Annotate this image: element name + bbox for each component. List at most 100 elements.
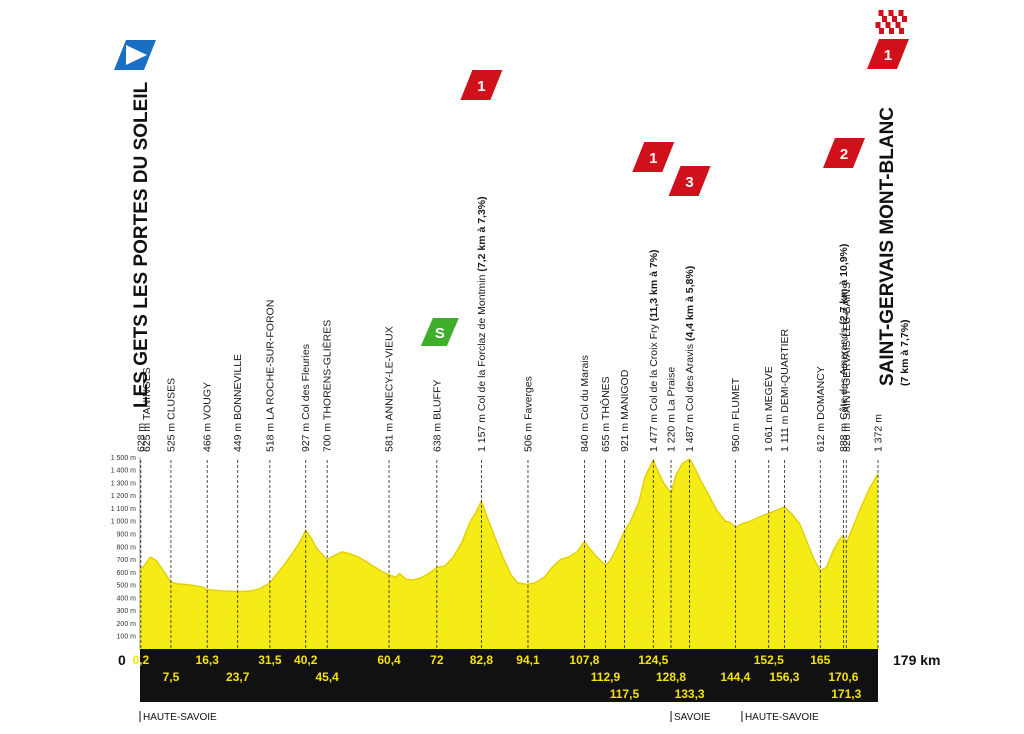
location-altitude: 950 m <box>730 420 742 452</box>
towns: LES GETS LES PORTES DU SOLEIL SAINT-GERV… <box>131 81 911 408</box>
km-label: 152,5 <box>754 653 784 667</box>
location-label: 625 m TANINGES <box>141 367 153 452</box>
location-name: Col des Fleuries <box>300 344 312 420</box>
checker-cell <box>885 22 891 28</box>
km-band-background <box>140 649 878 702</box>
location-altitude: 449 m <box>232 420 244 452</box>
km-label: 23,7 <box>226 670 250 684</box>
location-altitude: 700 m <box>322 420 334 452</box>
location-label: 1 111 m DEMI-QUARTIER <box>779 328 791 452</box>
y-axis: 100 m 200 m 300 m 400 m 500 m 600 m 700 m 800 m… <box>111 455 141 649</box>
km-label: 16,3 <box>196 653 220 667</box>
y-tick-label: 1 300 m <box>111 480 136 487</box>
finish-climb-info: (7 km à 7,7%) <box>899 319 911 386</box>
location-altitude: 525 m <box>165 420 177 452</box>
location-label: 927 m Col des Fleuries <box>300 344 312 452</box>
climb-category-badge <box>668 166 711 196</box>
location-altitude: 628 m <box>135 423 147 452</box>
location-name: VOUGY <box>202 382 214 420</box>
location-altitude: 581 m <box>384 420 396 452</box>
location-label: 840 m Col du Marais <box>579 355 591 452</box>
climb-info: (2,7 km à 10,9%) <box>838 244 850 328</box>
location-altitude: 1 220 m <box>666 411 678 452</box>
location-label: 826 m SAINT-GERVAIS-LES-BAINS <box>841 282 853 452</box>
km-label: 112,9 <box>591 670 621 684</box>
km-label: 107,8 <box>569 653 599 667</box>
climb-category-badge <box>823 138 865 168</box>
checker-cell <box>882 16 887 22</box>
profile-layer <box>139 458 879 649</box>
checker-cell <box>889 28 894 34</box>
location-name: THORENS-GLIÈRES <box>321 320 334 420</box>
km-label: 82,8 <box>470 653 494 667</box>
checker-cell <box>895 22 901 28</box>
checker-cell <box>902 16 907 22</box>
climb-category-number: 1 <box>649 150 657 167</box>
km-label: 31,5 <box>258 653 282 667</box>
sprint-letter: S <box>435 325 445 342</box>
start-arrow-glyph <box>126 45 147 65</box>
location-label: 628 m <box>135 423 147 452</box>
y-tick-label: 100 m <box>117 634 137 641</box>
y-tick-label: 600 m <box>117 570 137 577</box>
y-tick-label: 1 100 m <box>111 506 136 513</box>
location-label: 655 m THÔNES <box>599 376 612 452</box>
y-tick-label: 1 400 m <box>111 468 136 475</box>
total-km-label: 179 km <box>893 652 940 668</box>
finish-town-title: SAINT-GERVAIS MONT-BLANC <box>877 107 898 386</box>
location-altitude: 506 m <box>523 420 535 452</box>
location-name: LA ROCHE-SUR-FORON <box>264 300 276 420</box>
location-label: 1 061 m MEGÈVE <box>762 366 775 452</box>
location-altitude: 1 372 m <box>873 414 885 452</box>
y-tick-label: 400 m <box>117 595 137 602</box>
climb-category-number: 3 <box>685 174 693 191</box>
y-tick-label: 1 200 m <box>111 493 136 500</box>
location-altitude: 1 111 m <box>779 413 791 452</box>
y-tick-label: 1 000 m <box>111 519 136 526</box>
y-tick-label: 500 m <box>117 583 137 590</box>
location-name: FLUMET <box>730 377 742 420</box>
checker-cell <box>879 28 884 34</box>
location-altitude: 638 m <box>431 420 443 452</box>
location-altitude: 927 m <box>300 420 312 452</box>
location-altitude: 1 487 m <box>684 411 696 452</box>
location-label: 466 m VOUGY <box>202 382 214 452</box>
location-altitude: 888 m <box>838 420 850 452</box>
y-tick-label: 900 m <box>117 531 137 538</box>
start-km-label: 0 <box>118 652 126 668</box>
elevation-area <box>140 459 878 649</box>
location-altitude: 518 m <box>264 420 276 452</box>
location-label: 1 372 m <box>873 414 885 452</box>
location-label: 449 m BONNEVILLE <box>232 354 244 452</box>
department-label: HAUTE-SAVOIE <box>745 712 819 723</box>
climb-category-badge <box>867 39 909 69</box>
location-altitude: 1 061 m <box>763 411 775 452</box>
location-altitude: 1 477 m <box>648 411 660 452</box>
checker-cell <box>899 28 904 34</box>
km-label: 171,3 <box>831 687 861 701</box>
location-name: DOMANCY <box>815 366 827 420</box>
km-label: 72 <box>430 653 444 667</box>
km-label: 0,2 <box>132 653 149 667</box>
climb-category-badge <box>632 142 675 172</box>
location-name: Faverges <box>523 376 535 420</box>
location-name: Col des Aravis <box>684 344 696 411</box>
checker-cell <box>892 16 897 22</box>
location-name: THÔNES <box>599 376 612 420</box>
location-label: 612 m DOMANCY <box>815 366 827 452</box>
location-name: Col de la Croix Fry <box>648 323 660 411</box>
location-label: 1 487 m Col des Aravis (4,4 km à 5,8%) <box>684 266 696 452</box>
location-altitude: 466 m <box>202 420 214 452</box>
location-name: Col de la Forclaz de Montmin <box>476 274 488 411</box>
km-label: 165 <box>810 653 830 667</box>
location-name: DEMI-QUARTIER <box>779 328 791 412</box>
location-label: 700 m THORENS-GLIÈRES <box>321 320 334 452</box>
km-label: 133,3 <box>675 687 705 701</box>
climb-category-badge <box>460 70 503 100</box>
location-altitude: 655 m <box>600 420 612 452</box>
km-label: 40,2 <box>294 653 318 667</box>
badges: S 1 1 3 2 1 <box>114 9 909 346</box>
location-name: BLUFFY <box>431 380 443 420</box>
checker-cell <box>888 10 894 16</box>
